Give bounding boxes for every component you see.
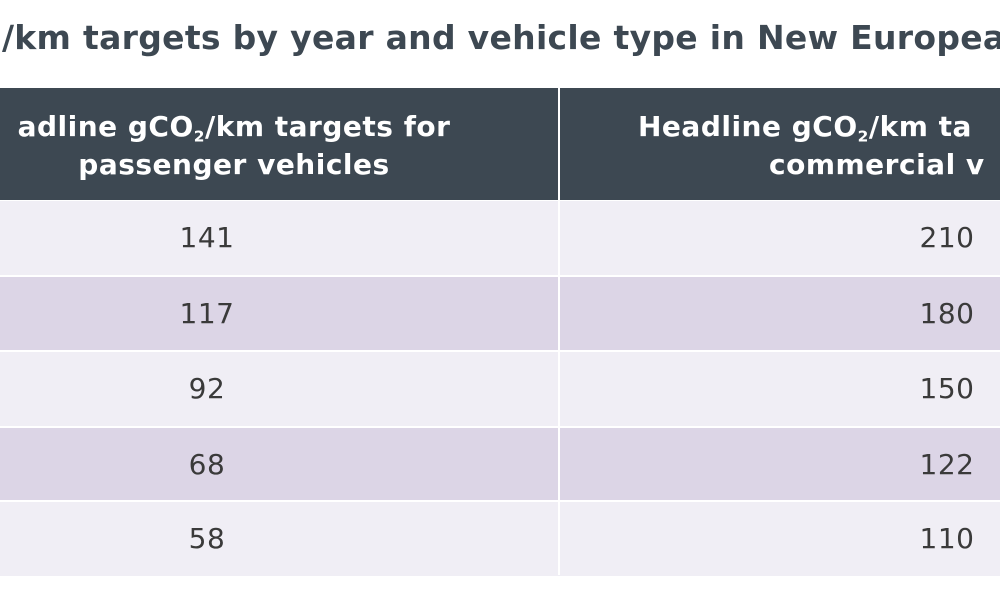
cell-passenger: 117: [179, 297, 235, 330]
cell-passenger: 92: [188, 372, 226, 405]
row-divider: [0, 350, 1000, 352]
table-row: 92 150: [0, 352, 1000, 426]
header-text: /km targets for: [205, 110, 451, 143]
header-text: adline gCO: [17, 110, 194, 143]
table-row: 58 110: [0, 502, 1000, 576]
table-row: 68 122: [0, 428, 1000, 502]
cell-commercial: 210: [919, 221, 975, 254]
title-text: /km targets by year and vehicle type in …: [1, 18, 1000, 57]
cell-passenger: 68: [188, 448, 226, 481]
column-header-passenger: adline gCO2/km targets for passenger veh…: [0, 88, 558, 200]
table-row: 141 210: [0, 201, 1000, 275]
column-header-passenger-line2: passenger vehicles: [78, 148, 390, 181]
title-subscript: 2: [0, 39, 1, 60]
cell-commercial: 180: [919, 297, 975, 330]
column-header-commercial-line1: Headline gCO2/km ta: [638, 108, 972, 146]
table-row: 117 180: [0, 277, 1000, 351]
column-header-commercial-line2: commercial v: [769, 148, 985, 181]
table-title: 2/km targets by year and vehicle type in…: [0, 10, 1000, 66]
row-divider: [0, 426, 1000, 428]
column-header-commercial: Headline gCO2/km ta commercial v: [560, 88, 1000, 200]
cell-commercial: 110: [919, 522, 975, 555]
cell-commercial: 122: [919, 448, 975, 481]
header-text: /km ta: [868, 110, 972, 143]
column-header-passenger-line1: adline gCO2/km targets for: [0, 108, 484, 146]
row-divider: [0, 500, 1000, 502]
cell-commercial: 150: [919, 372, 975, 405]
row-divider: [0, 275, 1000, 277]
cell-passenger: 58: [188, 522, 226, 555]
header-subscript: 2: [857, 127, 869, 146]
column-divider: [558, 88, 560, 575]
header-text: Headline gCO: [638, 110, 858, 143]
header-subscript: 2: [193, 127, 205, 146]
cell-passenger: 141: [179, 221, 235, 254]
